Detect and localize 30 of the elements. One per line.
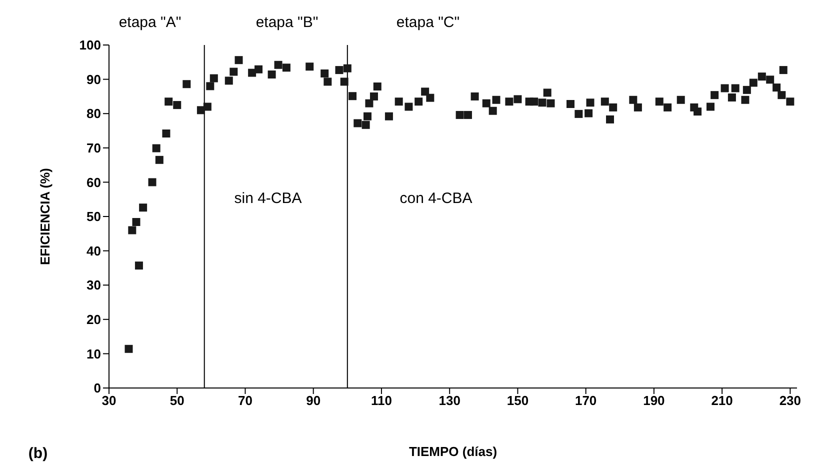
y-tick-label: 80 [86, 106, 101, 122]
y-tick-label: 40 [86, 243, 101, 258]
y-tick-label: 20 [86, 312, 101, 328]
y-tick-label: 60 [86, 174, 101, 190]
y-tick-label: 100 [79, 38, 101, 53]
text: (b) [28, 445, 48, 462]
x-tick-label: 130 [438, 393, 460, 408]
x-tick-label: 70 [238, 393, 252, 408]
y-tick-label: 30 [86, 278, 101, 293]
text: etapa "C" [396, 14, 460, 31]
text: etapa "B" [256, 14, 318, 31]
x-tick-label: 190 [643, 393, 665, 408]
y-axis-title: EFICIENCIA (%) [38, 168, 53, 266]
annotation: con 4-CBA [400, 190, 472, 207]
x-tick-label: 210 [711, 393, 733, 408]
x-tick-label: 30 [102, 393, 116, 408]
x-tick-label: 150 [506, 393, 529, 408]
y-tick-label: 0 [94, 380, 101, 396]
text: etapa "A" [118, 14, 182, 31]
y-tick-label: 50 [86, 209, 101, 224]
y-tick-label: 10 [86, 346, 101, 362]
x-tick-label: 50 [170, 393, 184, 408]
x-tick-label: 230 [779, 393, 802, 408]
annotation: sin 4-CBA [234, 190, 302, 207]
x-axis-title: TIEMPO (días) [408, 444, 498, 459]
y-tick-label: 70 [86, 140, 101, 156]
x-tick-label: 90 [306, 393, 321, 408]
x-tick-label: 110 [370, 393, 392, 408]
x-tick-label: 170 [574, 393, 597, 408]
y-tick-label: 90 [86, 72, 101, 87]
